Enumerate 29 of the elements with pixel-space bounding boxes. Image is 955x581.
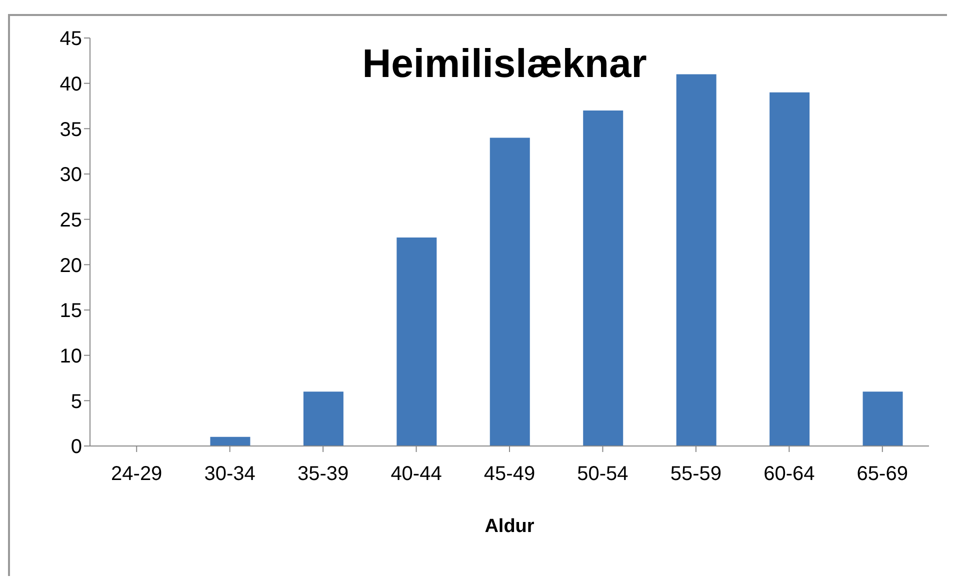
x-tick-label: 30-34 (204, 463, 256, 486)
x-axis-title: Aldur (484, 516, 535, 537)
x-tick-label: 50-54 (577, 463, 628, 486)
x-tick-label: 45-49 (484, 463, 536, 486)
x-tick-label: 60-64 (764, 463, 815, 486)
x-tick-label: 65-69 (856, 463, 908, 486)
bar (862, 392, 903, 446)
y-tick-label: 40 (60, 73, 82, 96)
y-tick-label: 5 (70, 390, 82, 413)
y-tick-label: 30 (60, 164, 82, 186)
x-tick-label: 40-44 (390, 463, 442, 486)
y-tick-label: 15 (60, 300, 82, 322)
bar (396, 237, 437, 446)
y-tick-label: 45 (60, 28, 82, 50)
chart-title: Heimilislæknar (362, 42, 647, 86)
bar (583, 110, 624, 446)
bar (490, 138, 530, 446)
y-tick-label: 0 (70, 436, 82, 458)
x-tick-label: 55-59 (670, 463, 722, 486)
bar (770, 92, 810, 446)
y-tick-label: 25 (60, 209, 82, 232)
y-tick-label: 35 (60, 118, 82, 141)
x-tick-label: 24-29 (111, 463, 162, 486)
bar (303, 392, 344, 446)
y-tick-label: 20 (60, 254, 82, 277)
y-tick-label: 10 (60, 345, 82, 368)
x-tick-label: 35-39 (297, 463, 349, 486)
bar (676, 74, 716, 446)
bar (210, 436, 250, 446)
